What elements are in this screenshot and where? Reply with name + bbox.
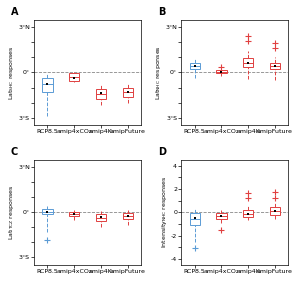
Text: B: B xyxy=(158,7,165,17)
Bar xyxy=(69,212,79,216)
Bar xyxy=(123,87,133,97)
Bar xyxy=(270,207,280,215)
Text: D: D xyxy=(158,147,166,157)
Bar xyxy=(96,214,106,221)
Bar xyxy=(123,213,133,219)
Bar xyxy=(190,214,200,225)
Bar xyxy=(270,63,280,69)
Text: C: C xyxy=(11,147,18,157)
Bar xyxy=(243,210,253,217)
Bar xyxy=(96,89,106,99)
Bar xyxy=(42,78,52,92)
Bar xyxy=(42,209,52,214)
Bar xyxy=(190,63,200,69)
Text: A: A xyxy=(11,7,18,17)
Bar xyxy=(216,70,226,73)
Bar xyxy=(243,58,253,67)
Y-axis label: Intensity$_\mathregular{NHC}$ responses: Intensity$_\mathregular{NHC}$ responses xyxy=(160,176,169,248)
Y-axis label: Lat$_\mathregular{ITCZ}$ responses: Lat$_\mathregular{ITCZ}$ responses xyxy=(7,185,16,240)
Y-axis label: Lat$_\mathregular{SHC}$ responses: Lat$_\mathregular{SHC}$ responses xyxy=(7,45,16,100)
Bar xyxy=(69,73,79,81)
Bar xyxy=(216,213,226,219)
Y-axis label: Lat$_\mathregular{NHC}$ responses: Lat$_\mathregular{NHC}$ responses xyxy=(154,45,163,100)
